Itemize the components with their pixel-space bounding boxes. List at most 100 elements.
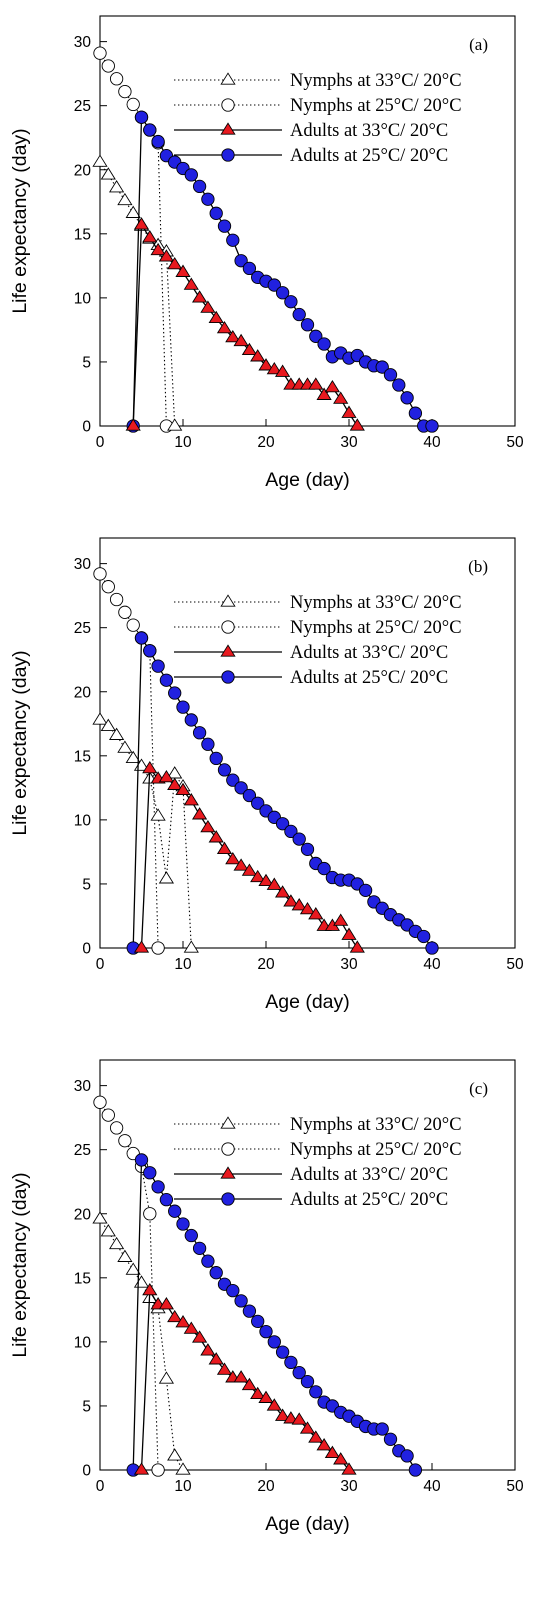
- data-point: [283, 894, 299, 907]
- data-point: [284, 295, 298, 309]
- data-point: [309, 329, 323, 343]
- x-tick-label: 0: [96, 1478, 105, 1495]
- legend-label: Nymphs at 25°C/ 20°C: [290, 1140, 462, 1160]
- data-point: [159, 673, 174, 687]
- data-point: [292, 307, 306, 322]
- legend-marker: [221, 670, 235, 684]
- data-point: [341, 927, 357, 940]
- y-axis-label: Life expectancy (day): [9, 1172, 31, 1357]
- data-point: [191, 807, 208, 820]
- data-point: [93, 46, 107, 60]
- data-point: [92, 1211, 108, 1224]
- data-point: [209, 206, 223, 220]
- y-tick-label: 0: [82, 419, 91, 436]
- data-point: [167, 777, 183, 790]
- data-point: [168, 686, 182, 700]
- data-point: [192, 726, 207, 740]
- data-point: [108, 727, 125, 740]
- data-point: [274, 364, 291, 377]
- data-point: [317, 337, 331, 351]
- data-point: [349, 418, 365, 431]
- data-point: [375, 1422, 389, 1436]
- y-tick-label: 25: [74, 1142, 91, 1159]
- data-point: [143, 644, 157, 658]
- data-point: [158, 871, 175, 884]
- data-point: [92, 154, 108, 167]
- y-tick-label: 25: [74, 620, 91, 637]
- data-point: [234, 781, 248, 795]
- data-point: [225, 329, 241, 343]
- data-point: [109, 592, 124, 607]
- x-tick-label: 10: [174, 434, 192, 451]
- data-point: [117, 740, 133, 753]
- data-point: [150, 242, 166, 256]
- data-point: [101, 580, 115, 594]
- data-point: [291, 898, 307, 911]
- data-point: [125, 418, 141, 431]
- data-point: [176, 1217, 190, 1231]
- legend: Nymphs at 33°C/ 20°C Nymphs at 25°C/ 20°C…: [174, 71, 462, 166]
- data-point: [208, 1352, 224, 1365]
- data-point: [200, 819, 216, 833]
- data-point: [100, 167, 116, 180]
- y-tick-label: 5: [82, 876, 91, 893]
- legend-label: Adults at 33°C/ 20°C: [290, 121, 448, 141]
- data-point: [201, 192, 215, 206]
- data-point: [192, 1241, 207, 1255]
- series-line: [99, 1102, 159, 1471]
- data-point: [392, 378, 406, 392]
- data-point: [175, 264, 191, 277]
- legend-label: Adults at 33°C/ 20°C: [290, 1165, 448, 1185]
- data-point: [333, 391, 349, 404]
- data-point: [234, 1294, 248, 1308]
- data-point: [200, 1343, 216, 1356]
- data-point: [425, 941, 439, 955]
- x-tick-label: 0: [96, 434, 105, 451]
- data-point: [226, 233, 240, 247]
- data-point: [183, 1321, 199, 1334]
- x-tick-label: 50: [506, 1478, 524, 1495]
- data-point: [209, 751, 223, 766]
- data-point: [108, 180, 125, 193]
- y-tick-label: 30: [74, 556, 92, 573]
- x-tick-label: 30: [340, 1478, 358, 1495]
- legend-marker: [220, 122, 236, 135]
- x-tick-label: 20: [257, 956, 275, 973]
- x-axis-label: Age (day): [265, 1513, 350, 1535]
- data-point: [209, 1266, 223, 1280]
- data-point: [108, 1236, 125, 1250]
- data-point: [375, 360, 389, 374]
- data-point: [250, 1386, 266, 1400]
- data-point: [109, 1121, 124, 1135]
- y-tick-label: 20: [74, 684, 92, 701]
- y-tick-label: 10: [74, 1334, 92, 1351]
- data-point: [259, 1324, 273, 1339]
- data-point: [242, 261, 257, 276]
- legend-marker: [221, 98, 235, 112]
- legend-label: Adults at 25°C/ 20°C: [290, 668, 448, 688]
- data-point: [143, 1166, 157, 1180]
- data-point: [316, 1438, 332, 1451]
- data-point: [241, 1377, 258, 1391]
- data-point: [241, 863, 258, 876]
- data-point: [134, 1153, 149, 1167]
- x-tick-label: 50: [506, 434, 524, 451]
- legend-marker: [220, 1166, 236, 1179]
- legend-label: Adults at 25°C/ 20°C: [290, 146, 448, 166]
- data-point: [175, 782, 191, 796]
- data-series: [93, 1095, 165, 1477]
- data-point: [274, 1408, 291, 1421]
- y-tick-label: 5: [82, 354, 91, 371]
- data-point: [308, 1430, 324, 1443]
- data-point: [274, 885, 291, 898]
- data-point: [225, 851, 241, 865]
- data-point: [408, 1463, 423, 1477]
- data-point: [192, 179, 207, 194]
- data-point: [176, 700, 190, 714]
- panel-label: (b): [468, 557, 488, 576]
- x-tick-label: 10: [174, 956, 192, 973]
- data-point: [217, 763, 232, 777]
- data-point: [151, 1180, 165, 1194]
- data-point: [126, 618, 140, 632]
- y-axis-label: Life expectancy (day): [9, 128, 31, 313]
